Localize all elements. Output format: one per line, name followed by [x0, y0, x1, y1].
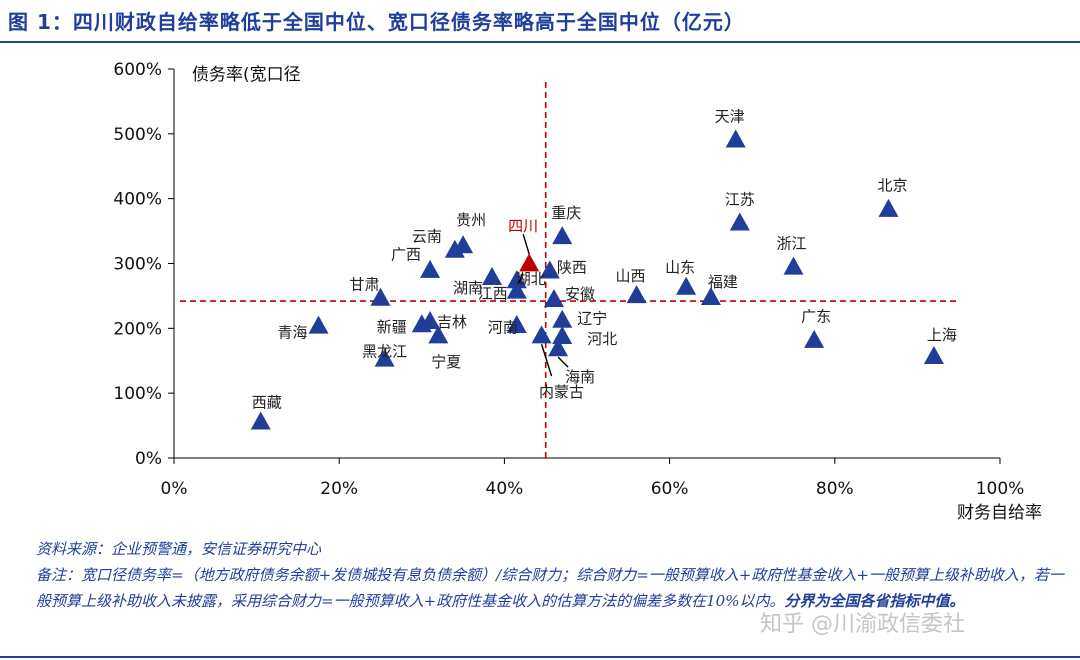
point-label-江苏: 江苏	[725, 190, 755, 208]
point-label-青海: 青海	[278, 323, 308, 341]
point-label-吉林: 吉林	[437, 313, 467, 331]
leader-line-内蒙古	[540, 343, 553, 377]
y-tick-label: 300%	[113, 255, 162, 275]
y-tick-label: 600%	[113, 60, 162, 80]
marker-四川	[519, 253, 540, 272]
median-lines	[180, 82, 958, 458]
marker-天津	[725, 129, 746, 148]
leader-line-四川	[522, 233, 530, 255]
point-label-山东: 山东	[665, 258, 695, 276]
marker-福建	[700, 287, 721, 306]
watermark: 知乎 @川渝政信委社	[760, 612, 965, 637]
x-tick-label: 100%	[976, 479, 1025, 499]
point-label-天津: 天津	[715, 107, 745, 125]
point-label-西藏: 西藏	[252, 393, 282, 411]
point-label-安徽: 安徽	[565, 285, 595, 303]
point-label-新疆: 新疆	[377, 318, 407, 336]
marker-西藏	[250, 411, 271, 430]
point-label-江西: 江西	[478, 284, 508, 302]
marker-宁夏	[428, 325, 449, 344]
marker-江苏	[729, 212, 750, 231]
point-label-四川: 四川	[508, 217, 538, 235]
point-label-甘肃: 甘肃	[349, 276, 379, 294]
marker-浙江	[783, 256, 804, 275]
marker-广西	[420, 259, 441, 278]
marker-山东	[676, 276, 697, 295]
title-rule	[0, 41, 1080, 43]
point-label-内蒙古: 内蒙古	[539, 383, 584, 401]
marker-上海	[923, 346, 944, 365]
point-label-河北: 河北	[587, 330, 617, 348]
remark-text: 备注：宽口径债务率=（地方政府债务余额+发债城投有息负债余额）/综合财力；综合财…	[36, 566, 1064, 610]
figure-title: 图 1：四川财政自给率略低于全国中位、宽口径债务率略高于全国中位（亿元）	[8, 10, 745, 34]
point-label-广西: 广西	[391, 246, 421, 264]
x-tick-label: 60%	[651, 479, 689, 499]
point-label-海南: 海南	[565, 368, 595, 386]
leader-line-湖北	[518, 272, 524, 284]
y-tick-label: 500%	[113, 125, 162, 145]
point-label-湖北: 湖北	[516, 270, 546, 288]
remark-emphasis: 分界为全国各省指标中值。	[784, 592, 965, 610]
point-label-重庆: 重庆	[551, 204, 581, 222]
x-tick-label: 40%	[486, 479, 524, 499]
point-label-云南: 云南	[412, 228, 442, 246]
point-label-广东: 广东	[801, 308, 831, 326]
chart-axes: 0% 100% 200% 300% 400% 500% 600% 0% 20% 40% 60% 80%…	[113, 60, 1042, 523]
marker-河南	[506, 314, 527, 333]
marker-江西	[506, 280, 527, 299]
point-label-山西: 山西	[616, 267, 646, 285]
marker-黑龙江	[374, 348, 395, 367]
point-label-上海: 上海	[927, 326, 957, 344]
marker-甘肃	[370, 287, 391, 306]
marker-陕西	[539, 260, 560, 279]
marker-安徽	[543, 289, 564, 308]
point-label-湖南: 湖南	[453, 279, 483, 297]
marker-河北	[552, 325, 573, 344]
bottom-rule	[0, 656, 1080, 658]
source-note: 资料来源：企业预警通，安信证券研究中心	[36, 540, 322, 558]
point-label-河南: 河南	[488, 319, 518, 337]
point-label-北京: 北京	[877, 177, 907, 195]
x-tick-label: 20%	[320, 479, 358, 499]
y-tick-label: 0%	[135, 449, 162, 469]
marker-青海	[308, 315, 329, 334]
y-axis-title: 债务率(宽口径	[192, 65, 301, 85]
point-label-陕西: 陕西	[557, 258, 587, 276]
marker-内蒙古	[531, 325, 552, 344]
x-tick-label: 80%	[816, 479, 854, 499]
chart-notes: 资料来源：企业预警通，安信证券研究中心 备注：宽口径债务率=（地方政府债务余额+…	[36, 536, 1066, 614]
point-label-辽宁: 辽宁	[577, 310, 607, 328]
leader-line-海南	[557, 356, 569, 368]
marker-云南	[444, 239, 465, 258]
x-tick-label: 0%	[161, 479, 188, 499]
marker-北京	[878, 198, 899, 217]
point-label-浙江: 浙江	[776, 234, 806, 252]
y-tick-label: 400%	[113, 190, 162, 210]
marker-广东	[804, 329, 825, 348]
marker-新疆	[411, 314, 432, 333]
y-tick-label: 100%	[113, 384, 162, 404]
marker-湖南	[482, 266, 503, 285]
point-label-贵州: 贵州	[456, 211, 486, 229]
point-label-宁夏: 宁夏	[431, 353, 461, 371]
marker-辽宁	[552, 309, 573, 328]
point-label-福建: 福建	[708, 273, 738, 291]
marker-重庆	[552, 226, 573, 245]
marker-湖北	[506, 270, 527, 289]
point-label-黑龙江: 黑龙江	[362, 342, 407, 360]
scatter-chart: 0% 100% 200% 300% 400% 500% 600% 0% 20% 40% 60% 80%…	[113, 60, 1042, 523]
remark-note: 备注：宽口径债务率=（地方政府债务余额+发债城投有息负债余额）/综合财力；综合财…	[36, 562, 1066, 614]
marker-山西	[626, 285, 647, 304]
y-tick-label: 200%	[113, 319, 162, 339]
x-axis-title: 财务自给率	[957, 503, 1042, 523]
marker-海南	[548, 338, 569, 357]
chart-points	[250, 129, 944, 430]
